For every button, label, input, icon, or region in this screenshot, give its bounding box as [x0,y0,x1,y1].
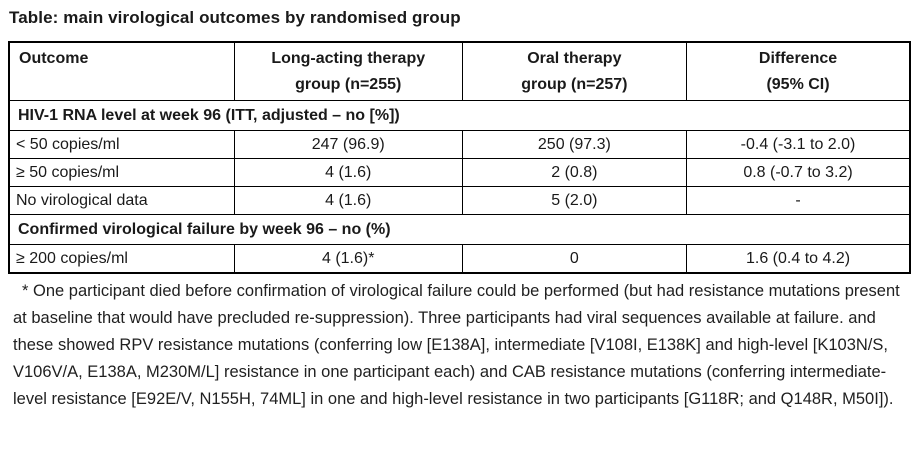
cell-outcome: ≥ 50 copies/ml [8,158,235,187]
cell-outcome: < 50 copies/ml [8,130,235,159]
table-row: < 50 copies/ml 247 (96.9) 250 (97.3) -0.… [8,130,911,159]
col-header-oral: Oral therapy group (n=257) [461,41,688,101]
col-header-long-acting: Long-acting therapy group (n=255) [233,41,463,101]
col-header-oral-line1: Oral therapy [527,50,622,67]
header-row: Outcome Long-acting therapy group (n=255… [8,41,911,101]
section-header-row-rna: HIV-1 RNA level at week 96 (ITT, adjuste… [8,100,911,131]
col-header-outcome: Outcome [8,41,235,101]
table-row: ≥ 50 copies/ml 4 (1.6) 2 (0.8) 0.8 (-0.7… [8,158,911,187]
cell-long-acting: 247 (96.9) [233,130,463,159]
cell-difference: -0.4 (-3.1 to 2.0) [686,130,911,159]
cell-oral: 5 (2.0) [461,186,688,215]
col-header-oral-line2: group (n=257) [521,76,628,93]
col-header-outcome-label: Outcome [19,50,89,67]
cell-difference: - [686,186,911,215]
col-header-long-acting-line1: Long-acting therapy [271,50,426,67]
section-header-row-failure: Confirmed virological failure by week 96… [8,214,911,245]
cell-outcome: ≥ 200 copies/ml [8,244,235,274]
section-header-failure-label: Confirmed virological failure by week 96… [8,214,911,245]
cell-difference: 1.6 (0.4 to 4.2) [686,244,911,274]
cell-long-acting: 4 (1.6) [233,186,463,215]
table-row: ≥ 200 copies/ml 4 (1.6)* 0 1.6 (0.4 to 4… [8,244,911,274]
cell-oral: 250 (97.3) [461,130,688,159]
section-header-rna-label: HIV-1 RNA level at week 96 (ITT, adjuste… [8,100,911,131]
cell-oral: 0 [461,244,688,274]
table-row: No virological data 4 (1.6) 5 (2.0) - [8,186,911,215]
col-header-difference-line2: (95% CI) [766,76,830,93]
cell-long-acting: 4 (1.6)* [233,244,463,274]
outcomes-table: Outcome Long-acting therapy group (n=255… [8,41,911,274]
document: Table: main virological outcomes by rand… [8,8,911,408]
table-title: Table: main virological outcomes by rand… [9,8,461,27]
cell-oral: 2 (0.8) [461,158,688,187]
table-footnote: * One participant died before confirmati… [13,282,900,408]
cell-difference: 0.8 (-0.7 to 3.2) [686,158,911,187]
col-header-difference: Difference (95% CI) [686,41,911,101]
cell-outcome: No virological data [8,186,235,215]
cell-long-acting: 4 (1.6) [233,158,463,187]
col-header-difference-line1: Difference [758,50,838,67]
col-header-long-acting-line2: group (n=255) [295,76,402,93]
